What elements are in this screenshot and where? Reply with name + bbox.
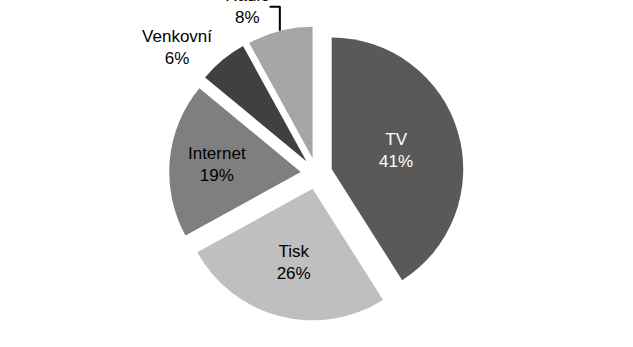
- svg-text:Venkovní6%: Venkovní6%: [142, 27, 212, 68]
- svg-text:Internet19%: Internet19%: [188, 144, 246, 185]
- svg-text:Tisk26%: Tisk26%: [277, 242, 311, 283]
- svg-text:TV41%: TV41%: [379, 130, 413, 171]
- svg-text:Rádio8%: Rádio8%: [225, 0, 269, 27]
